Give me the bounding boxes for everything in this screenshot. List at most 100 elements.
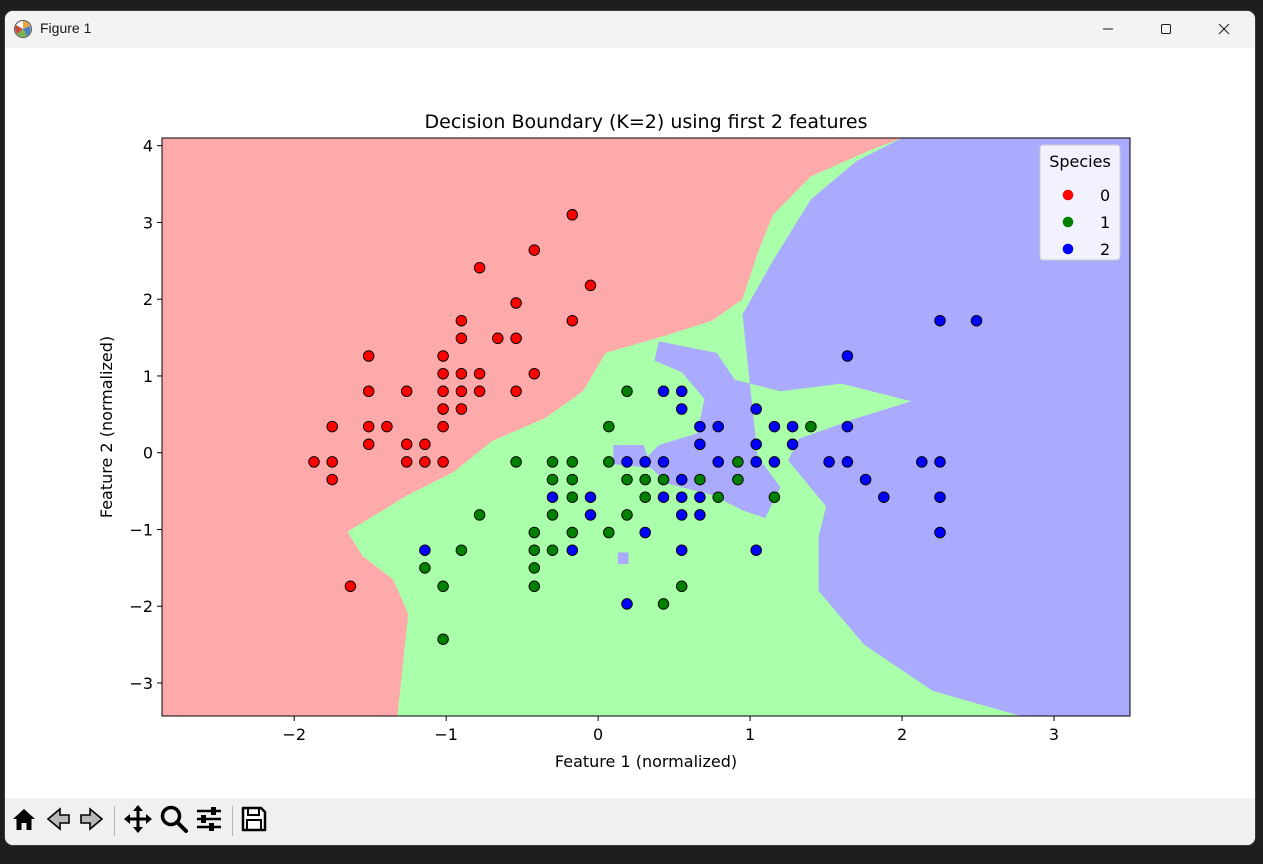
scatter-point-class-1 [639, 473, 651, 486]
close-icon [1218, 20, 1230, 39]
scatter-point-class-0 [473, 385, 486, 398]
title-bar[interactable]: Figure 1 [5, 11, 1255, 48]
x-tick-label: 3 [1049, 725, 1059, 744]
scatter-point-class-1 [712, 491, 724, 503]
scatter-point-class-0 [326, 420, 338, 433]
y-tick-label: 2 [143, 290, 153, 309]
legend-marker [1062, 243, 1074, 255]
scatter-point-class-2 [934, 314, 946, 327]
home-button[interactable] [9, 806, 39, 836]
scatter-point-class-2 [823, 456, 835, 468]
save-button[interactable] [239, 806, 269, 836]
minimize-button[interactable] [1079, 11, 1137, 48]
scatter-point-class-0 [437, 420, 449, 433]
x-tick-label: 2 [897, 725, 907, 744]
scatter-point-class-2 [786, 420, 799, 433]
figure-canvas[interactable]: −2 −1 0 1 2 3 −3 −2 −1 0 1 2 3 4 Decision Boundary (… [5, 48, 1255, 798]
zoom-button[interactable] [159, 804, 189, 838]
scatter-point-class-1 [566, 456, 579, 468]
scatter-point-class-0 [344, 580, 357, 593]
scatter-point-class-0 [362, 385, 375, 398]
maximize-button[interactable] [1137, 11, 1195, 48]
matplotlib-icon [13, 19, 33, 39]
scatter-point-class-1 [437, 580, 449, 593]
scatter-point-class-0 [400, 385, 413, 398]
scatter-point-class-1 [768, 491, 781, 503]
y-tick-label: 0 [143, 444, 153, 463]
scatter-point-class-0 [566, 209, 579, 221]
scatter-point-class-1 [455, 544, 468, 556]
scatter-point-class-2 [934, 526, 946, 539]
scatter-point-class-2 [694, 509, 706, 521]
scatter-point-class-2 [841, 456, 854, 468]
save-disk-icon [240, 805, 268, 837]
scatter-point-class-2 [768, 456, 781, 468]
toolbar-separator [232, 806, 233, 836]
scatter-point-class-0 [437, 403, 449, 415]
scatter-point-class-0 [455, 332, 468, 345]
scatter-point-class-2 [657, 456, 670, 468]
scatter-point-class-2 [675, 403, 688, 415]
legend-marker [1062, 189, 1074, 201]
back-button[interactable] [43, 806, 73, 836]
scatter-point-class-2 [566, 544, 579, 556]
scatter-point-class-0 [510, 297, 522, 309]
scatter-point-class-1 [621, 473, 633, 486]
scatter-point-class-1 [603, 420, 615, 433]
configure-subplots-button[interactable] [194, 806, 224, 836]
y-tick-label: 1 [143, 367, 153, 386]
scatter-point-class-0 [455, 314, 468, 327]
scatter-point-class-2 [657, 385, 670, 398]
configure-subplots-icon [195, 805, 223, 837]
x-tick-label: −1 [434, 725, 458, 744]
scatter-point-class-1 [546, 544, 559, 556]
scatter-point-class-1 [639, 491, 651, 503]
x-tick-label: −2 [282, 725, 306, 744]
scatter-point-class-2 [712, 456, 724, 468]
scatter-point-class-2 [934, 491, 946, 503]
scatter-point-class-2 [694, 438, 706, 451]
navigation-toolbar [5, 798, 1255, 845]
scatter-point-class-0 [362, 420, 375, 433]
scatter-point-class-0 [437, 385, 449, 398]
scatter-point-class-1 [546, 456, 559, 468]
scatter-point-class-0 [437, 456, 449, 468]
x-tick-label: 1 [745, 725, 755, 744]
scatter-point-class-2 [675, 473, 688, 486]
minimize-icon [1102, 20, 1114, 39]
scatter-point-class-1 [805, 420, 817, 433]
y-axis-label: Feature 2 (normalized) [97, 336, 116, 518]
scatter-point-class-0 [492, 332, 504, 345]
scatter-point-class-2 [621, 456, 633, 468]
scatter-point-class-1 [566, 491, 579, 503]
scatter-point-class-2 [694, 420, 706, 433]
y-tick-label: 4 [143, 137, 153, 156]
scatter-point-class-1 [657, 473, 670, 486]
scatter-point-class-2 [750, 456, 762, 468]
scatter-point-class-0 [400, 438, 413, 451]
scatter-point-class-2 [694, 491, 706, 503]
scatter-point-class-1 [603, 526, 615, 539]
close-button[interactable] [1195, 11, 1253, 48]
region-class-2 [643, 138, 1130, 716]
scatter-point-class-0 [437, 350, 449, 362]
scatter-point-class-2 [878, 491, 890, 503]
scatter-point-class-1 [510, 456, 522, 468]
pan-button[interactable] [123, 805, 153, 836]
x-axis-label: Feature 1 (normalized) [555, 752, 737, 771]
scatter-point-class-1 [732, 456, 744, 468]
scatter-point-class-0 [455, 367, 468, 380]
scatter-point-class-0 [326, 473, 338, 486]
scatter-point-class-1 [675, 580, 688, 593]
legend-label: 2 [1100, 240, 1110, 259]
scatter-point-class-2 [970, 314, 983, 327]
scatter-point-class-1 [546, 473, 559, 486]
zoom-magnifier-icon [159, 804, 189, 838]
scatter-point-class-2 [916, 456, 928, 468]
scatter-point-class-0 [455, 385, 468, 398]
scatter-point-class-1 [437, 633, 449, 645]
forward-button[interactable] [77, 806, 107, 836]
scatter-point-class-2 [584, 509, 597, 521]
axes-frame [161, 137, 1131, 717]
scatter-point-class-2 [750, 544, 762, 556]
